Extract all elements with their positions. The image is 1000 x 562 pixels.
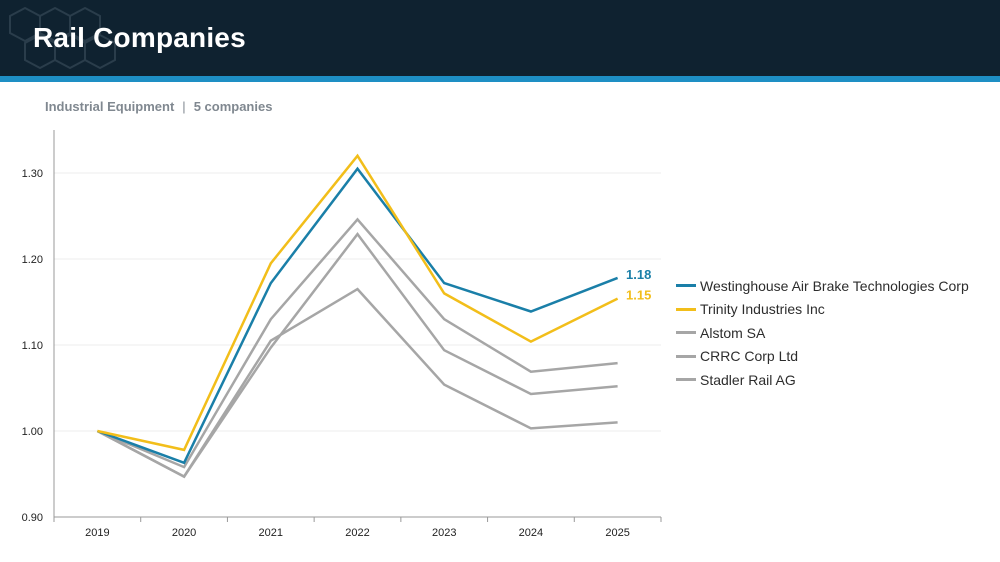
y-tick-label: 1.10 <box>22 340 43 352</box>
series-line-crrc-corp-ltd <box>96 232 618 479</box>
x-tick-label: 2021 <box>259 527 283 539</box>
legend-item: Trinity Industries Inc <box>676 298 969 322</box>
series-line-trinity-industries-inc <box>97 153 619 452</box>
legend-swatch <box>676 307 696 311</box>
x-tick-label: 2019 <box>85 527 109 539</box>
header-bar: Rail Companies <box>0 0 1000 76</box>
hexagon-pattern-icon <box>9 6 116 70</box>
y-tick-label: 1.30 <box>22 168 43 180</box>
x-tick-label: 2024 <box>519 527 543 539</box>
legend-label: Alstom SA <box>700 324 766 341</box>
legend-swatch <box>676 284 696 288</box>
y-tick-label: 1.20 <box>22 254 43 266</box>
legend-item: Stadler Rail AG <box>676 368 969 392</box>
end-value-label: 1.15 <box>626 288 651 303</box>
legend-label: CRRC Corp Ltd <box>700 348 799 365</box>
chart-subtitle: Industrial Equipment | 5 companies <box>45 99 272 114</box>
x-tick-label: 2020 <box>172 527 196 539</box>
legend-label: Westinghouse Air Brake Technologies Corp <box>700 277 969 294</box>
series-line-alstom-sa <box>96 217 618 469</box>
x-tick-label: 2022 <box>345 527 369 539</box>
legend-swatch <box>676 354 696 358</box>
end-value-label: 1.18 <box>626 267 651 282</box>
legend-item: Westinghouse Air Brake Technologies Corp <box>676 274 969 298</box>
legend-item: Alstom SA <box>676 321 969 345</box>
y-tick-label: 1.00 <box>22 426 43 438</box>
series-line-westinghouse-air-brake-technologies-corp <box>96 166 619 465</box>
sector-label: Industrial Equipment <box>45 99 175 114</box>
series-line-stadler-rail-ag <box>96 287 618 479</box>
subtitle-separator: | <box>182 99 186 114</box>
x-tick-label: 2023 <box>432 527 456 539</box>
x-tick-label: 2025 <box>605 527 629 539</box>
header-accent-bar <box>0 76 1000 82</box>
page-title: Rail Companies <box>33 22 246 53</box>
legend-item: CRRC Corp Ltd <box>676 345 969 369</box>
legend-swatch <box>676 378 696 382</box>
y-tick-label: 0.90 <box>22 512 43 524</box>
chart-legend: Westinghouse Air Brake Technologies Corp… <box>676 274 969 392</box>
legend-label: Trinity Industries Inc <box>700 301 825 318</box>
company-count: 5 companies <box>193 99 273 114</box>
legend-swatch <box>676 331 696 335</box>
legend-label: Stadler Rail AG <box>700 371 796 388</box>
